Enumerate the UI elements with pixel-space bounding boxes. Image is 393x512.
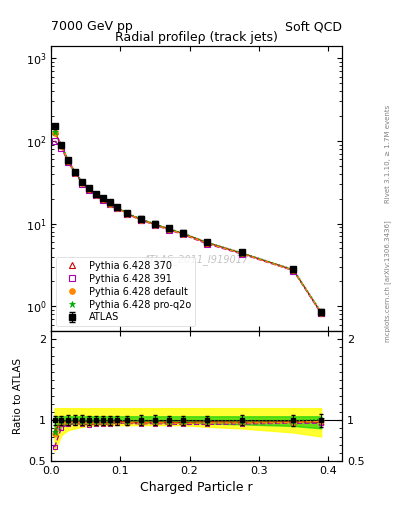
Pythia 6.428 default xyxy=(167,226,171,232)
Pythia 6.428 391 xyxy=(125,211,130,217)
Pythia 6.428 370 xyxy=(125,210,130,217)
Pythia 6.428 391 xyxy=(319,310,323,316)
Pythia 6.428 pro-q2o xyxy=(180,230,185,236)
Pythia 6.428 370 xyxy=(152,221,157,227)
Pythia 6.428 default xyxy=(87,186,92,193)
Pythia 6.428 370 xyxy=(73,169,78,176)
Pythia 6.428 391 xyxy=(239,251,244,257)
Pythia 6.428 pro-q2o xyxy=(59,142,64,148)
Pythia 6.428 370 xyxy=(87,185,92,191)
Pythia 6.428 pro-q2o xyxy=(319,309,323,315)
Pythia 6.428 391 xyxy=(139,217,143,223)
Text: ATLAS_2011_I919017: ATLAS_2011_I919017 xyxy=(144,254,249,265)
Pythia 6.428 370 xyxy=(94,191,99,198)
Line: Pythia 6.428 370: Pythia 6.428 370 xyxy=(52,129,324,316)
Pythia 6.428 391 xyxy=(66,159,71,165)
Line: Pythia 6.428 391: Pythia 6.428 391 xyxy=(52,138,324,316)
Pythia 6.428 370 xyxy=(108,200,112,206)
Pythia 6.428 pro-q2o xyxy=(80,179,84,185)
Pythia 6.428 370 xyxy=(59,142,64,148)
Pythia 6.428 pro-q2o xyxy=(125,210,130,216)
Pythia 6.428 pro-q2o xyxy=(167,225,171,231)
Pythia 6.428 default xyxy=(125,211,130,217)
Pythia 6.428 default xyxy=(180,231,185,237)
Text: mcplots.cern.ch [arXiv:1306.3436]: mcplots.cern.ch [arXiv:1306.3436] xyxy=(384,221,391,343)
Pythia 6.428 pro-q2o xyxy=(52,129,57,135)
Text: 7000 GeV pp: 7000 GeV pp xyxy=(51,20,133,33)
Pythia 6.428 391 xyxy=(108,201,112,207)
Pythia 6.428 default xyxy=(319,309,323,315)
Pythia 6.428 370 xyxy=(319,310,323,316)
Pythia 6.428 default xyxy=(101,196,105,202)
Pythia 6.428 default xyxy=(59,143,64,149)
Pythia 6.428 391 xyxy=(80,180,84,186)
Pythia 6.428 391 xyxy=(87,187,92,193)
Line: Pythia 6.428 default: Pythia 6.428 default xyxy=(52,130,324,315)
Pythia 6.428 pro-q2o xyxy=(204,239,209,245)
Pythia 6.428 391 xyxy=(180,231,185,238)
Pythia 6.428 pro-q2o xyxy=(291,267,296,273)
Pythia 6.428 pro-q2o xyxy=(108,200,112,206)
Pythia 6.428 370 xyxy=(180,230,185,237)
Pythia 6.428 391 xyxy=(73,170,78,177)
Pythia 6.428 370 xyxy=(291,267,296,273)
Pythia 6.428 pro-q2o xyxy=(114,204,119,210)
Pythia 6.428 370 xyxy=(139,217,143,223)
Pythia 6.428 default xyxy=(152,222,157,228)
Text: Rivet 3.1.10, ≥ 1.7M events: Rivet 3.1.10, ≥ 1.7M events xyxy=(385,104,391,203)
Pythia 6.428 default xyxy=(239,250,244,257)
Pythia 6.428 391 xyxy=(94,192,99,198)
Pythia 6.428 370 xyxy=(101,196,105,202)
Pythia 6.428 370 xyxy=(204,240,209,246)
Title: Radial profileρ (track jets): Radial profileρ (track jets) xyxy=(115,31,278,44)
Pythia 6.428 default xyxy=(139,217,143,223)
Pythia 6.428 default xyxy=(73,170,78,176)
Pythia 6.428 default xyxy=(52,130,57,136)
Pythia 6.428 391 xyxy=(59,145,64,151)
Pythia 6.428 default xyxy=(108,201,112,207)
Pythia 6.428 pro-q2o xyxy=(101,195,105,201)
Y-axis label: Ratio to ATLAS: Ratio to ATLAS xyxy=(13,358,23,434)
Legend: Pythia 6.428 370, Pythia 6.428 391, Pythia 6.428 default, Pythia 6.428 pro-q2o, : Pythia 6.428 370, Pythia 6.428 391, Pyth… xyxy=(56,257,195,326)
Pythia 6.428 370 xyxy=(80,179,84,185)
Text: Soft QCD: Soft QCD xyxy=(285,20,342,33)
X-axis label: Charged Particle r: Charged Particle r xyxy=(140,481,253,494)
Pythia 6.428 default xyxy=(66,158,71,164)
Pythia 6.428 391 xyxy=(167,227,171,233)
Line: Pythia 6.428 pro-q2o: Pythia 6.428 pro-q2o xyxy=(51,129,325,315)
Pythia 6.428 pro-q2o xyxy=(139,216,143,222)
Pythia 6.428 pro-q2o xyxy=(87,185,92,191)
Pythia 6.428 default xyxy=(114,205,119,211)
Pythia 6.428 pro-q2o xyxy=(152,221,157,227)
Pythia 6.428 370 xyxy=(66,158,71,164)
Pythia 6.428 391 xyxy=(204,241,209,247)
Pythia 6.428 default xyxy=(291,267,296,273)
Pythia 6.428 391 xyxy=(52,138,57,144)
Pythia 6.428 370 xyxy=(52,129,57,135)
Pythia 6.428 pro-q2o xyxy=(239,250,244,256)
Pythia 6.428 default xyxy=(204,240,209,246)
Pythia 6.428 default xyxy=(80,180,84,186)
Pythia 6.428 391 xyxy=(291,268,296,274)
Pythia 6.428 default xyxy=(94,192,99,198)
Pythia 6.428 370 xyxy=(114,204,119,210)
Pythia 6.428 391 xyxy=(114,205,119,211)
Pythia 6.428 pro-q2o xyxy=(73,169,78,175)
Pythia 6.428 391 xyxy=(101,197,105,203)
Pythia 6.428 pro-q2o xyxy=(66,158,71,164)
Pythia 6.428 pro-q2o xyxy=(94,191,99,197)
Pythia 6.428 370 xyxy=(167,226,171,232)
Pythia 6.428 391 xyxy=(152,222,157,228)
Pythia 6.428 370 xyxy=(239,250,244,256)
